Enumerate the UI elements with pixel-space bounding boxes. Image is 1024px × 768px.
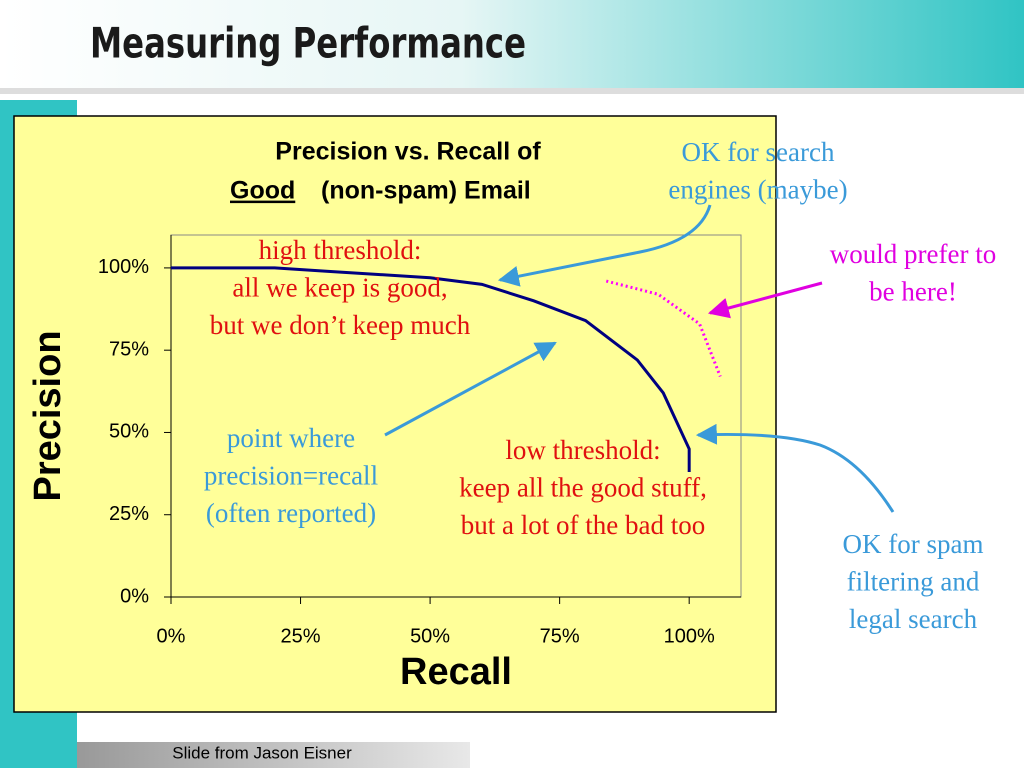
- arrow: [497, 204, 712, 287]
- annotation: keep all the good stuff,: [459, 473, 707, 503]
- y-tick-label: 100%: [98, 256, 149, 278]
- header-band: [0, 0, 1024, 88]
- y-axis-label: Precision: [27, 330, 69, 501]
- header-shadow: [0, 88, 1024, 94]
- footer-band: [77, 742, 470, 768]
- footer: Slide from Jason Eisner: [172, 743, 352, 762]
- x-tick-label: 100%: [664, 625, 715, 647]
- chart-title: Precision vs. Recall of: [275, 138, 541, 166]
- slide-title: Measuring Performance: [90, 19, 526, 68]
- y-tick-label: 50%: [109, 421, 149, 443]
- annotation: OK for search: [682, 137, 835, 167]
- y-tick-label: 25%: [109, 503, 149, 525]
- annotation: OK for spam: [843, 529, 984, 559]
- annotation: high threshold:: [259, 235, 422, 265]
- y-tick-label: 0%: [120, 585, 149, 607]
- annotation: filtering and: [847, 567, 980, 597]
- data-line: [605, 279, 722, 378]
- x-tick-label: 0%: [157, 625, 186, 647]
- annotation: engines (maybe): [668, 175, 847, 205]
- annotation: but a lot of the bad too: [461, 510, 705, 540]
- annotation: but we don’t keep much: [210, 310, 471, 340]
- arrow: [695, 423, 895, 513]
- data-line: [171, 266, 691, 472]
- arrow: [384, 341, 557, 437]
- x-tick-label: 50%: [410, 625, 450, 647]
- x-tick-label: 75%: [540, 625, 580, 647]
- annotation: legal search: [849, 604, 978, 634]
- chart-box: [13, 115, 777, 713]
- x-tick-label: 25%: [281, 625, 321, 647]
- plot: 0% 25% 50% 75% 100% 0% 25% 50% 75% 100%: [98, 235, 741, 647]
- annotation: be here!: [869, 277, 957, 307]
- annotation: point where: [227, 423, 355, 453]
- annotation: precision=recall: [204, 461, 378, 491]
- arrow: [707, 281, 823, 319]
- annotation: low threshold:: [505, 435, 660, 465]
- chart-title: (non-spam) Email: [321, 177, 531, 205]
- annotation: (often reported): [206, 498, 376, 528]
- annotation: all we keep is good,: [232, 273, 447, 303]
- x-axis-label: Recall: [400, 651, 512, 693]
- y-tick-label: 75%: [109, 338, 149, 360]
- chart-title: Good: [230, 177, 295, 205]
- annotation: would prefer to: [830, 239, 996, 269]
